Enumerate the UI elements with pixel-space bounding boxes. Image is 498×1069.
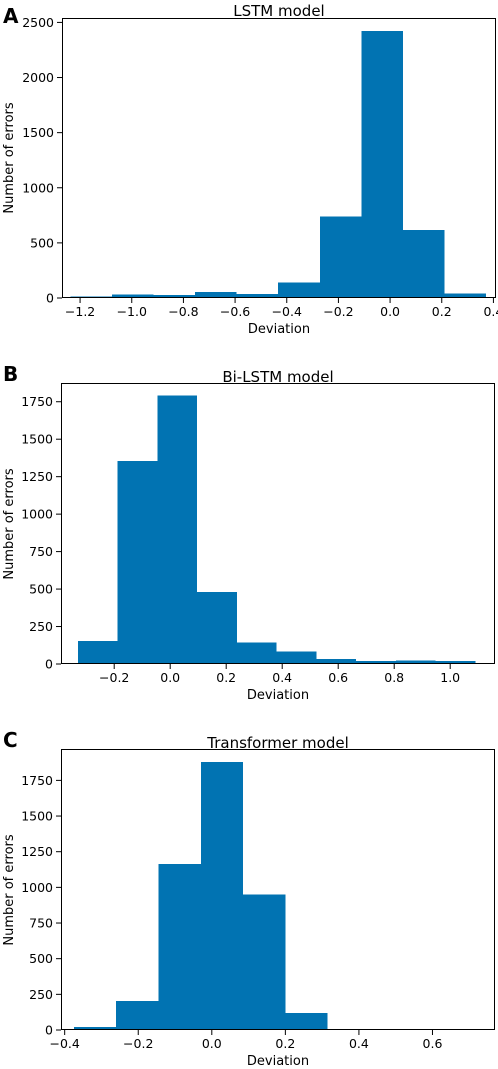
y-tick-label: 1000: [22, 180, 54, 195]
x-tick-label: 0.2: [275, 1036, 295, 1051]
plot-area-frame: [61, 383, 495, 664]
histogram-bar: [77, 640, 118, 664]
panel-letter: B: [3, 362, 18, 386]
y-tick-label: 1500: [21, 809, 53, 824]
x-tick-label: 0.0: [160, 670, 180, 685]
y-tick-label: 1250: [21, 844, 53, 859]
y-axis-label: Number of errors: [2, 102, 17, 213]
x-axis-ticks: −0.4 −0.2 0.0 0.2 0.4 0.6: [50, 1030, 443, 1051]
x-tick-label: −0.6: [220, 304, 250, 319]
histogram-bar: [153, 295, 196, 298]
histogram-bar: [243, 894, 286, 1030]
x-axis-label: Deviation: [247, 688, 309, 703]
x-tick-label: 0.0: [202, 1036, 222, 1051]
histogram-bar: [158, 863, 201, 1030]
y-tick-label: 1500: [21, 432, 53, 447]
panel-a: A LSTM model −1.2 −1.0 −0.8 −0.6 −0.4 −0.2 0.0…: [2, 2, 498, 337]
histogram-bar: [116, 1000, 159, 1030]
panel-c: C Transformer model −0.4 −0.2 0.0 0.2 0.4 0.6…: [2, 728, 495, 1069]
histogram-bar: [236, 642, 277, 664]
histogram-bar: [200, 761, 244, 1030]
histogram-bar: [278, 282, 320, 298]
histogram-bar: [285, 1012, 328, 1030]
chart-title: Transformer model: [206, 734, 348, 752]
histogram-bar: [73, 1027, 117, 1030]
x-tick-label: 0.6: [328, 670, 348, 685]
x-tick-label: 0.4: [483, 304, 498, 319]
bars-group: [77, 395, 476, 664]
y-tick-label: 250: [29, 619, 53, 634]
histogram-bar: [236, 294, 279, 298]
panel-b: B Bi-LSTM model −0.2 0.0 0.2 0.4 0.6 0.8 1.0 0…: [2, 362, 495, 703]
x-tick-label: 1.0: [440, 670, 460, 685]
y-tick-label: 250: [29, 987, 53, 1002]
x-tick-label: 0.4: [272, 670, 292, 685]
y-tick-label: 2000: [22, 70, 54, 85]
y-tick-label: 1750: [21, 773, 53, 788]
x-tick-label: 0.2: [216, 670, 236, 685]
y-axis-ticks: 0 250 500 750 1000 1250 1500 1750: [21, 773, 61, 1038]
y-axis-label: Number of errors: [2, 834, 17, 945]
y-tick-label: 500: [29, 582, 53, 597]
chart-title: Bi-LSTM model: [222, 368, 333, 386]
x-tick-label: −0.2: [99, 670, 129, 685]
x-tick-label: 0.4: [349, 1036, 369, 1051]
histogram-bar: [444, 293, 487, 298]
x-axis-label: Deviation: [247, 1054, 309, 1069]
histogram-bar: [197, 592, 237, 664]
x-tick-label: −0.4: [272, 304, 302, 319]
y-tick-label: 0: [45, 657, 53, 672]
y-tick-label: 750: [29, 916, 53, 931]
chart-title: LSTM model: [233, 2, 324, 20]
y-axis-ticks: 0 250 500 750 1000 1250 1500 1750: [21, 394, 61, 672]
histogram-bar: [157, 395, 198, 664]
x-axis-ticks: −0.2 0.0 0.2 0.4 0.6 0.8 1.0: [99, 664, 460, 685]
histogram-bar: [361, 31, 403, 298]
y-tick-label: 500: [29, 951, 53, 966]
bars-group: [73, 761, 328, 1030]
histogram-bar: [316, 658, 357, 664]
x-tick-label: −1.2: [65, 304, 95, 319]
y-tick-label: 1000: [21, 507, 53, 522]
y-tick-label: 1250: [21, 469, 53, 484]
y-axis-label: Number of errors: [2, 468, 17, 579]
x-tick-label: 0.6: [423, 1036, 443, 1051]
y-tick-label: 500: [30, 235, 54, 250]
x-tick-label: 0.8: [384, 670, 404, 685]
y-axis-ticks: 0 500 1000 1500 2000 2500: [22, 15, 62, 306]
y-tick-label: 1000: [21, 880, 53, 895]
y-tick-label: 1500: [22, 125, 54, 140]
x-tick-label: −1.0: [117, 304, 147, 319]
x-tick-label: −0.8: [168, 304, 198, 319]
y-tick-label: 0: [45, 1023, 53, 1038]
y-tick-label: 0: [46, 291, 54, 306]
histogram-bar: [111, 294, 154, 298]
bars-group: [70, 31, 487, 298]
x-axis-ticks: −1.2 −1.0 −0.8 −0.6 −0.4 −0.2 0.0 0.2 0.4: [65, 298, 498, 319]
histogram-bar: [117, 460, 158, 664]
histogram-bar: [435, 661, 476, 664]
x-tick-label: −0.4: [50, 1036, 80, 1051]
histogram-bar: [195, 291, 237, 298]
histogram-bar: [276, 651, 317, 664]
y-tick-label: 750: [29, 544, 53, 559]
x-tick-label: 0.0: [380, 304, 400, 319]
histogram-bar: [356, 661, 396, 664]
x-tick-label: −0.2: [323, 304, 353, 319]
y-tick-label: 1750: [21, 394, 53, 409]
histogram-bar: [403, 230, 445, 298]
histogram-bar: [319, 216, 362, 298]
plot-area-frame: [62, 18, 496, 298]
x-tick-label: −0.2: [123, 1036, 153, 1051]
y-tick-label: 2500: [22, 15, 54, 30]
panel-letter: A: [3, 4, 19, 28]
x-axis-label: Deviation: [248, 322, 310, 337]
plot-area-frame: [61, 749, 495, 1030]
panel-letter: C: [3, 728, 18, 752]
x-tick-label: 0.2: [432, 304, 452, 319]
histogram-bar: [395, 660, 436, 664]
